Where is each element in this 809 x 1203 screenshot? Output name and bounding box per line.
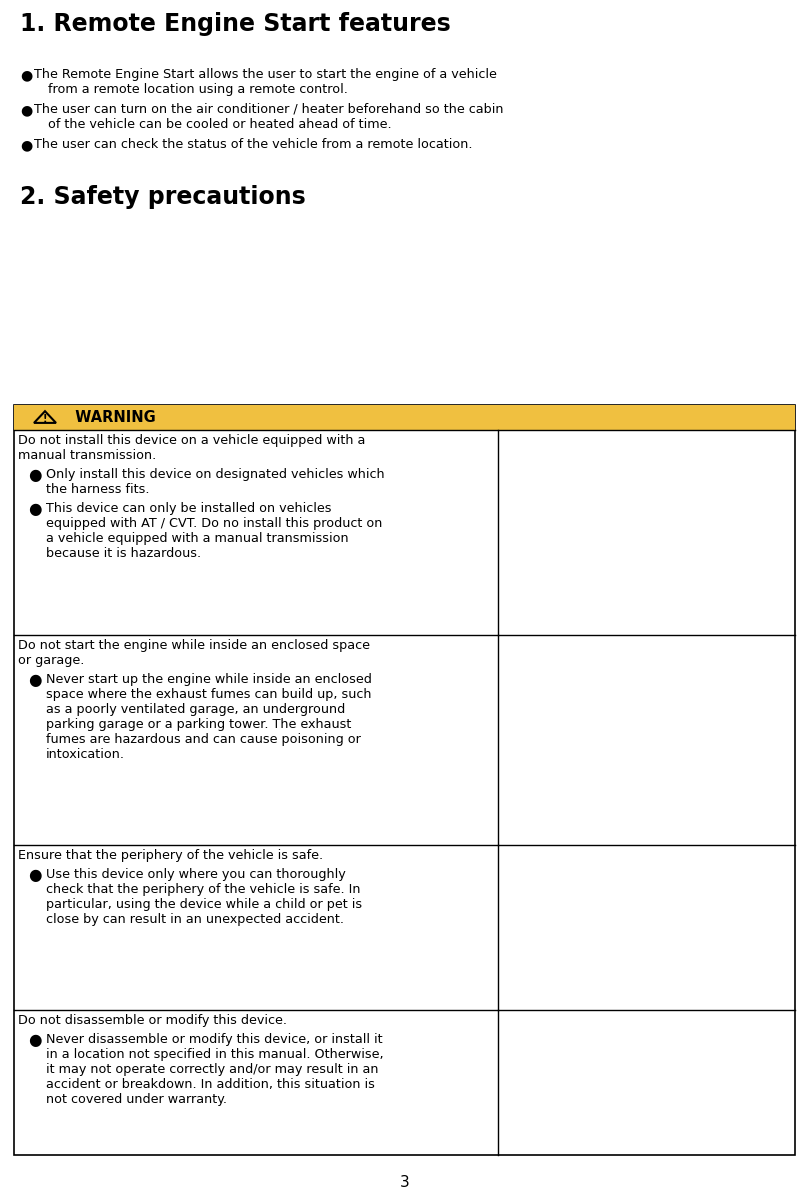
Text: ●: ● [28, 869, 41, 883]
Text: The Remote Engine Start allows the user to start the engine of a vehicle: The Remote Engine Start allows the user … [34, 69, 497, 81]
Text: fumes are hazardous and can cause poisoning or: fumes are hazardous and can cause poison… [46, 733, 361, 746]
Text: ●: ● [20, 103, 32, 117]
Text: 2. Safety precautions: 2. Safety precautions [20, 185, 306, 209]
Text: The user can check the status of the vehicle from a remote location.: The user can check the status of the veh… [34, 138, 472, 152]
Text: close by can result in an unexpected accident.: close by can result in an unexpected acc… [46, 913, 344, 926]
Text: Do not disassemble or modify this device.: Do not disassemble or modify this device… [18, 1014, 287, 1027]
Text: Only install this device on designated vehicles which: Only install this device on designated v… [46, 468, 384, 481]
Bar [500, 847, 793, 1008]
Text: ●: ● [28, 672, 41, 688]
Text: from a remote location using a remote control.: from a remote location using a remote co… [48, 83, 348, 96]
Text: ●: ● [28, 502, 41, 517]
Text: space where the exhaust fumes can build up, such: space where the exhaust fumes can build … [46, 688, 371, 701]
Bar [500, 638, 793, 843]
Text: Ensure that the periphery of the vehicle is safe.: Ensure that the periphery of the vehicle… [18, 849, 323, 863]
Text: Never disassemble or modify this device, or install it: Never disassemble or modify this device,… [46, 1033, 383, 1045]
Text: particular, using the device while a child or pet is: particular, using the device while a chi… [46, 897, 362, 911]
Text: The user can turn on the air conditioner / heater beforehand so the cabin: The user can turn on the air conditioner… [34, 103, 503, 115]
Bar [14, 405, 795, 429]
Text: as a poorly ventilated garage, an underground: as a poorly ventilated garage, an underg… [46, 703, 345, 716]
Text: Never start up the engine while inside an enclosed: Never start up the engine while inside a… [46, 672, 372, 686]
Text: WARNING: WARNING [65, 410, 156, 425]
Text: in a location not specified in this manual. Otherwise,: in a location not specified in this manu… [46, 1048, 383, 1061]
Text: of the vehicle can be cooled or heated ahead of time.: of the vehicle can be cooled or heated a… [48, 118, 392, 131]
Text: This device can only be installed on vehicles: This device can only be installed on veh… [46, 502, 332, 515]
Text: a vehicle equipped with a manual transmission: a vehicle equipped with a manual transmi… [46, 532, 349, 545]
Text: check that the periphery of the vehicle is safe. In: check that the periphery of the vehicle … [46, 883, 361, 896]
Bar [14, 405, 795, 1155]
Text: ●: ● [20, 69, 32, 82]
Bar [500, 432, 793, 633]
Text: 1. Remote Engine Start features: 1. Remote Engine Start features [20, 12, 451, 36]
Text: equipped with AT / CVT. Do no install this product on: equipped with AT / CVT. Do no install th… [46, 517, 383, 531]
Text: it may not operate correctly and/or may result in an: it may not operate correctly and/or may … [46, 1063, 379, 1075]
Text: Use this device only where you can thoroughly: Use this device only where you can thoro… [46, 869, 345, 881]
Text: Do not start the engine while inside an enclosed space: Do not start the engine while inside an … [18, 639, 370, 652]
Text: manual transmission.: manual transmission. [18, 449, 156, 462]
Bar [500, 1012, 793, 1152]
Text: Do not install this device on a vehicle equipped with a: Do not install this device on a vehicle … [18, 434, 366, 448]
Text: because it is hazardous.: because it is hazardous. [46, 547, 201, 561]
Text: parking garage or a parking tower. The exhaust: parking garage or a parking tower. The e… [46, 718, 351, 731]
Text: ●: ● [28, 1033, 41, 1048]
Text: ●: ● [20, 138, 32, 152]
Text: 3: 3 [400, 1175, 409, 1190]
Text: !: ! [43, 414, 47, 423]
Text: the harness fits.: the harness fits. [46, 482, 150, 496]
Text: or garage.: or garage. [18, 654, 84, 666]
Text: not covered under warranty.: not covered under warranty. [46, 1094, 227, 1106]
Text: ●: ● [28, 468, 41, 482]
Text: accident or breakdown. In addition, this situation is: accident or breakdown. In addition, this… [46, 1078, 375, 1091]
Text: intoxication.: intoxication. [46, 748, 125, 761]
